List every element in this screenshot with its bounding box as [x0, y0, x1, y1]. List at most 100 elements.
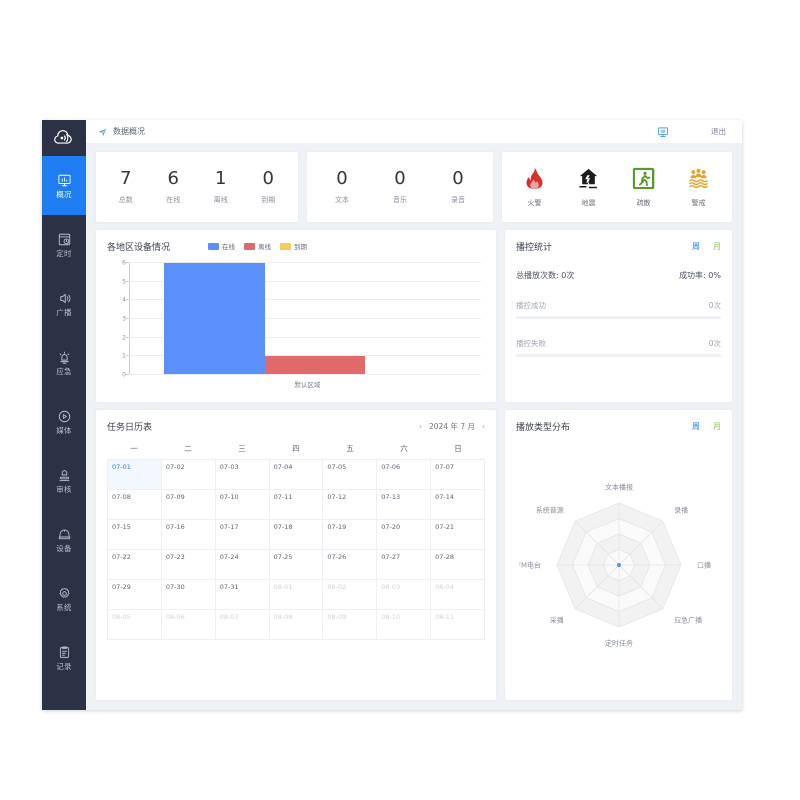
- sidebar-item-label: 概况: [56, 189, 72, 199]
- calendar-day-cell[interactable]: 07-20: [377, 520, 432, 550]
- calendar-day-cell[interactable]: 07-23: [161, 550, 216, 580]
- calendar-day-cell[interactable]: 07-29: [108, 580, 162, 610]
- stats-row: 7 总数 6 在线 1 离线 0 到期: [96, 152, 732, 222]
- emergency-actions-card: 火警 地震: [502, 152, 732, 222]
- calendar-day-cell[interactable]: 07-04: [269, 460, 324, 490]
- emergency-fire-button[interactable]: 火警: [524, 167, 545, 207]
- calendar-day-cell[interactable]: 08-10: [377, 610, 432, 640]
- y-axis-tick: 1: [122, 352, 126, 360]
- sidebar-item-audit[interactable]: 审核: [42, 451, 86, 510]
- radar-axis-label: 系统音源: [535, 505, 563, 514]
- sidebar-item-label: 记录: [56, 661, 72, 671]
- calendar-day-cell[interactable]: 07-21: [431, 520, 485, 550]
- calendar-day-cell[interactable]: 07-17: [215, 520, 270, 550]
- calendar-day-cell[interactable]: 07-28: [431, 550, 485, 580]
- calendar-day-cell[interactable]: 07-06: [377, 460, 432, 490]
- y-axis-tickmark: [126, 262, 129, 263]
- calendar-day-cell[interactable]: 07-16: [161, 520, 216, 550]
- legend-item[interactable]: 到期: [280, 241, 307, 251]
- sidebar-item-schedule[interactable]: 定时: [42, 215, 86, 274]
- calendar-day-cell[interactable]: 08-07: [215, 610, 270, 640]
- calendar-day-cell[interactable]: 07-14: [431, 490, 485, 520]
- calendar-day-cell[interactable]: 08-02: [323, 580, 378, 610]
- calendar-day-cell[interactable]: 08-01: [269, 580, 324, 610]
- calendar-day-cell[interactable]: 07-25: [269, 550, 324, 580]
- calendar-day-cell[interactable]: 07-11: [269, 490, 324, 520]
- stat-item: 0 文本: [335, 170, 349, 204]
- media-stats-card: 0 文本 0 音乐 0 录音: [307, 152, 493, 222]
- schedule-clock-icon: [57, 232, 72, 247]
- calendar-day-cell[interactable]: 07-22: [108, 550, 162, 580]
- stat-label: 到期: [261, 196, 276, 204]
- stat-value: 0: [262, 168, 274, 189]
- send-arrow-icon: [98, 122, 107, 141]
- sidebar-item-label: 应急: [56, 366, 72, 376]
- sidebar-item-emergency[interactable]: 应急: [42, 333, 86, 392]
- sidebar-item-overview[interactable]: 概况: [42, 156, 86, 215]
- radar-center-point: [616, 563, 621, 567]
- row-label: 播控失败: [516, 339, 546, 348]
- panel-title: 任务日历表: [107, 422, 153, 433]
- monitor-screen-icon[interactable]: [657, 126, 669, 138]
- toggle-week[interactable]: 周: [692, 421, 700, 431]
- toggle-month[interactable]: 月: [713, 421, 721, 431]
- calendar-day-cell[interactable]: 08-09: [323, 610, 378, 640]
- sidebar-item-media[interactable]: 媒体: [42, 392, 86, 451]
- total-plays: 总播放次数: 0次: [516, 271, 575, 280]
- calendar-day-cell[interactable]: 07-08: [108, 490, 162, 520]
- calendar-day-cell[interactable]: 07-03: [215, 460, 270, 490]
- toggle-week[interactable]: 周: [692, 241, 700, 251]
- calendar-day-cell[interactable]: 07-12: [323, 490, 378, 520]
- legend-swatch-expired: [280, 242, 292, 250]
- calendar-day-cell[interactable]: 08-08: [269, 610, 324, 640]
- stat-value: 6: [167, 168, 179, 189]
- row-value: 0次: [708, 301, 721, 310]
- calendar-day-cell[interactable]: 08-11: [431, 610, 485, 640]
- sidebar-item-broadcast[interactable]: 广播: [42, 274, 86, 333]
- radar-axis-label: 文本播报: [605, 483, 633, 492]
- calendar-day-cell[interactable]: 07-09: [161, 490, 216, 520]
- calendar-day-cell[interactable]: 07-26: [323, 550, 378, 580]
- calendar-day-cell[interactable]: 07-13: [377, 490, 432, 520]
- sidebar: 概况 定时 广播: [42, 120, 86, 710]
- calendar-day-cell[interactable]: 07-19: [323, 520, 378, 550]
- emergency-alert-button[interactable]: 警戒: [687, 167, 710, 207]
- calendar-day-cell[interactable]: 07-18: [269, 520, 324, 550]
- calendar-day-cell[interactable]: 07-15: [108, 520, 162, 550]
- calendar-day-cell[interactable]: 08-04: [431, 580, 485, 610]
- chevron-right-icon[interactable]: ›: [482, 421, 485, 431]
- calendar-day-cell[interactable]: 07-02: [161, 460, 216, 490]
- evacuation-exit-icon: [632, 167, 655, 194]
- calendar-day-cell[interactable]: 07-07: [431, 460, 485, 490]
- calendar-day-cell[interactable]: 07-27: [377, 550, 432, 580]
- bar-chart: 0 1 2 3 4 5 6 默认区域: [107, 259, 485, 393]
- record-clipboard-icon: [57, 645, 72, 660]
- chevron-left-icon[interactable]: ‹: [418, 421, 422, 431]
- radar-axis-label: 采播: [549, 616, 563, 625]
- calendar-day-cell[interactable]: 08-03: [377, 580, 432, 610]
- calendar-day-cell[interactable]: 08-05: [108, 610, 162, 640]
- calendar-day-cell[interactable]: 07-05: [323, 460, 378, 490]
- calendar-weekday: 三: [238, 444, 246, 453]
- toggle-month[interactable]: 月: [713, 241, 721, 251]
- emergency-earthquake-button[interactable]: 地震: [577, 167, 600, 207]
- legend-item[interactable]: 离线: [244, 241, 271, 251]
- sidebar-item-device[interactable]: 设备: [42, 510, 86, 569]
- calendar-day-cell[interactable]: 07-31: [215, 580, 270, 610]
- calendar-day-cell[interactable]: 07-24: [215, 550, 270, 580]
- calendar-weekday-header: 一二三四五六日: [107, 440, 485, 459]
- bar-在线[interactable]: [164, 263, 265, 374]
- calendar-day-cell[interactable]: 07-01: [108, 460, 162, 490]
- sidebar-item-records[interactable]: 记录: [42, 628, 86, 687]
- breadcrumb: 数据概况: [113, 127, 145, 136]
- grid-line: [129, 318, 481, 319]
- legend-item[interactable]: 在线: [208, 241, 235, 251]
- bar-离线[interactable]: [264, 356, 365, 374]
- logout-button[interactable]: 退出: [711, 127, 726, 136]
- sidebar-item-system[interactable]: 系统: [42, 569, 86, 628]
- calendar-day-cell[interactable]: 08-06: [161, 610, 216, 640]
- emergency-evacuation-button[interactable]: 疏散: [632, 167, 655, 207]
- calendar-day-cell[interactable]: 07-10: [215, 490, 270, 520]
- calendar-grid: 07-01 07-02 07-03 07-04 07-05 07-06 07-07 07-08…: [107, 459, 485, 640]
- calendar-day-cell[interactable]: 07-30: [161, 580, 216, 610]
